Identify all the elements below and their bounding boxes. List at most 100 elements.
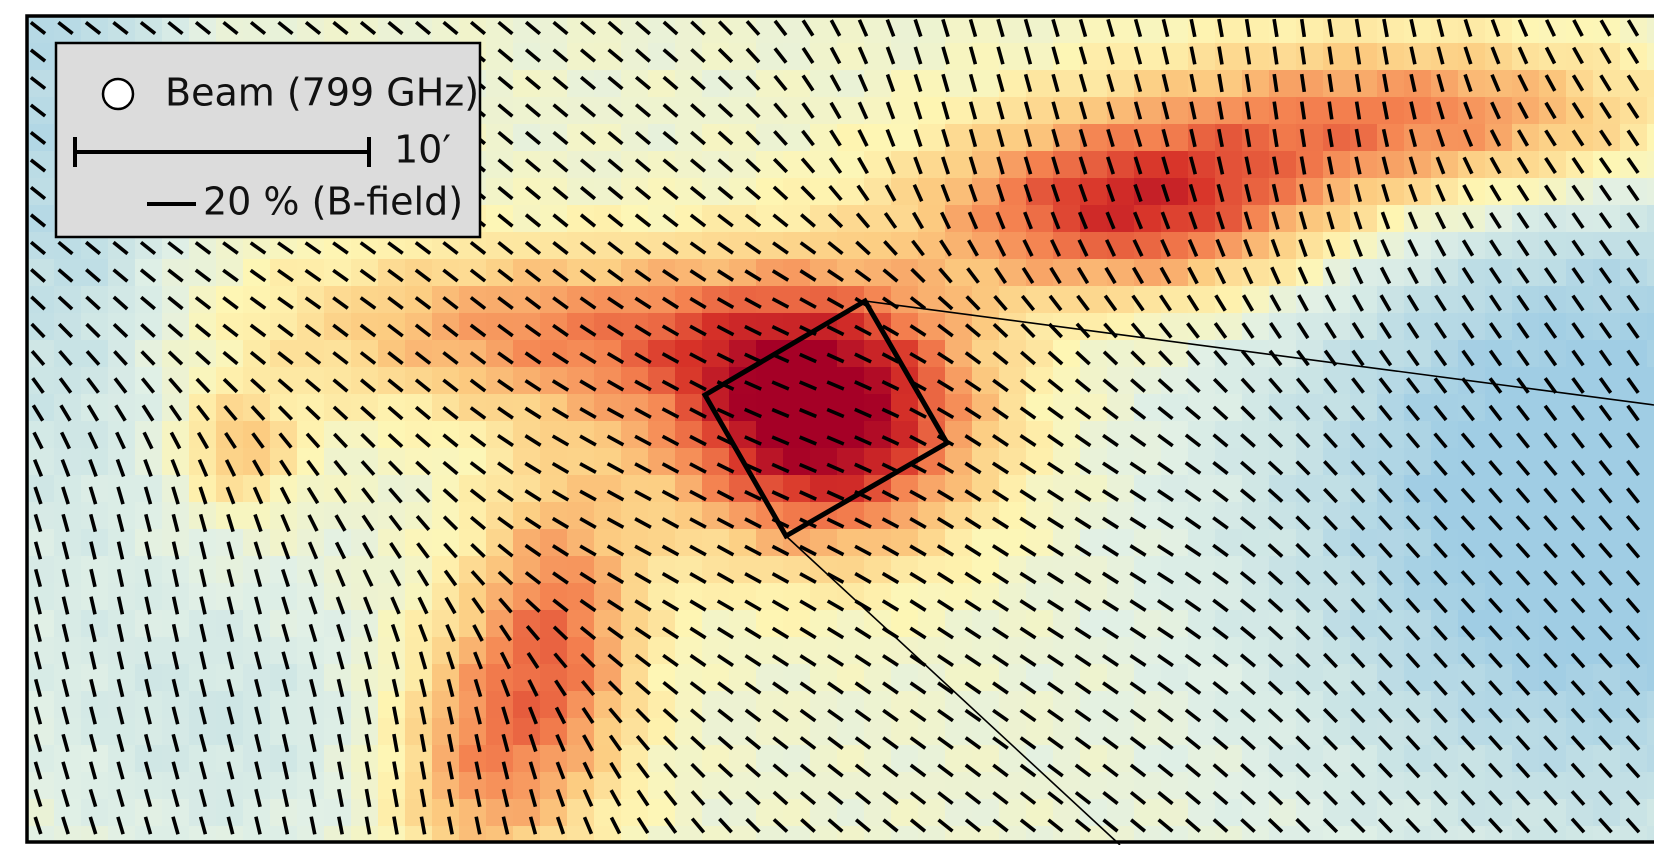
map-pixel [108, 340, 136, 368]
map-pixel [1512, 151, 1540, 179]
map-pixel [1080, 718, 1108, 746]
map-pixel [675, 340, 703, 368]
map-pixel [1431, 151, 1459, 179]
beam-label: Beam (799 GHz) [165, 71, 479, 115]
map-pixel [891, 151, 919, 179]
map-pixel [1647, 394, 1654, 422]
beam-symbol [103, 79, 133, 109]
map-pixel [459, 745, 487, 773]
map-pixel [486, 745, 514, 773]
map-pixel [1323, 232, 1351, 260]
map-pixel [1080, 421, 1108, 449]
map-pixel [1377, 664, 1405, 692]
map-pixel [459, 583, 487, 611]
map-pixel [1215, 448, 1243, 476]
map-pixel [621, 340, 649, 368]
map-pixel [297, 340, 325, 368]
map-pixel [810, 16, 838, 44]
map-pixel [567, 178, 595, 206]
map-pixel [1647, 421, 1654, 449]
map-pixel [162, 259, 190, 287]
map-pixel [1647, 583, 1654, 611]
map-pixel [621, 394, 649, 422]
map-pixel [891, 178, 919, 206]
map-pixel [648, 286, 676, 314]
map-pixel [540, 664, 568, 692]
map-pixel [1377, 124, 1405, 152]
map-pixel [594, 178, 622, 206]
map-pixel [54, 340, 82, 368]
map-pixel [540, 637, 568, 665]
map-pixel [1566, 718, 1594, 746]
map-pixel [1323, 205, 1351, 233]
map-pixel [1026, 259, 1054, 287]
map-pixel [918, 637, 946, 665]
map-pixel [1026, 124, 1054, 152]
map-pixel [945, 178, 973, 206]
map-pixel [1296, 556, 1324, 584]
map-pixel [351, 664, 379, 692]
map-pixel [891, 70, 919, 98]
map-pixel [1377, 610, 1405, 638]
map-pixel [297, 421, 325, 449]
map-pixel [405, 610, 433, 638]
map-pixel [216, 421, 244, 449]
map-pixel [1647, 799, 1654, 827]
map-pixel [1323, 178, 1351, 206]
map-pixel [1431, 178, 1459, 206]
map-pixel [1512, 43, 1540, 71]
map-pixel [1620, 286, 1648, 314]
map-pixel [1485, 16, 1513, 44]
map-pixel [1647, 313, 1654, 341]
map-pixel [1485, 97, 1513, 125]
map-pixel [972, 124, 1000, 152]
map-pixel [27, 151, 55, 179]
map-pixel [351, 583, 379, 611]
map-pixel [1323, 448, 1351, 476]
map-pixel [1539, 772, 1567, 800]
map-pixel [675, 475, 703, 503]
map-pixel [1566, 232, 1594, 260]
map-pixel [1161, 475, 1189, 503]
map-pixel [1107, 259, 1135, 287]
map-pixel [1134, 367, 1162, 395]
map-pixel [675, 799, 703, 827]
map-pixel [675, 772, 703, 800]
map-pixel [1323, 124, 1351, 152]
map-pixel [1512, 97, 1540, 125]
map-pixel [1026, 718, 1054, 746]
map-pixel [243, 448, 271, 476]
map-pixel [189, 259, 217, 287]
map-pixel [351, 799, 379, 827]
map-pixel [324, 16, 352, 44]
map-pixel [243, 367, 271, 395]
map-pixel [297, 448, 325, 476]
map-pixel [1647, 232, 1654, 260]
map-pixel [1458, 178, 1486, 206]
map-pixel [1377, 70, 1405, 98]
map-pixel [891, 124, 919, 152]
map-pixel [1647, 70, 1654, 98]
map-pixel [324, 745, 352, 773]
map-pixel [1404, 556, 1432, 584]
map-pixel [27, 313, 55, 341]
map-pixel [297, 637, 325, 665]
map-pixel [1350, 502, 1378, 530]
map-pixel [918, 151, 946, 179]
map-pixel [216, 313, 244, 341]
map-pixel [864, 367, 892, 395]
map-pixel [1404, 70, 1432, 98]
map-pixel [945, 124, 973, 152]
map-pixel [891, 43, 919, 71]
map-pixel [162, 340, 190, 368]
map-pixel [189, 421, 217, 449]
map-pixel [81, 340, 109, 368]
map-pixel [1485, 151, 1513, 179]
map-pixel [1458, 16, 1486, 44]
map-pixel [216, 286, 244, 314]
map-pixel [324, 718, 352, 746]
map-pixel [1350, 610, 1378, 638]
map-pixel [513, 178, 541, 206]
map-pixel [1539, 124, 1567, 152]
map-pixel [459, 637, 487, 665]
